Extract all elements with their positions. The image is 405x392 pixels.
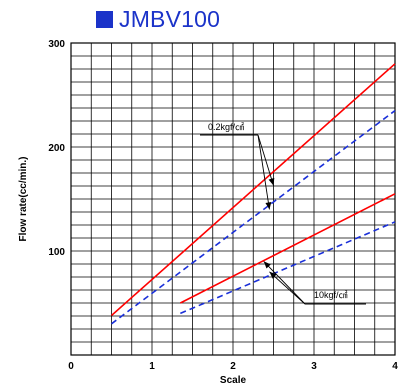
tick-labels: 0 1 2 3 4 100 200 300	[48, 39, 398, 372]
x-tick-label: 1	[149, 361, 155, 372]
plot-frame	[70, 42, 396, 356]
y-axis-label: Flow rate(cc/min.)	[18, 156, 29, 241]
annotation-leader-lower-1	[263, 261, 306, 305]
x-tick-label: 0	[68, 361, 74, 372]
y-tick-label: 100	[48, 247, 65, 258]
x-tick-label: 4	[392, 361, 398, 372]
y-tick-label: 200	[48, 143, 65, 154]
annotation-arrow-upper-1	[268, 177, 275, 186]
annotation-leader-lower-2	[269, 271, 306, 305]
chart-title: JMBV100	[119, 5, 221, 32]
series-line-2	[111, 109, 396, 325]
annotations: 0.2kgf/㎠ 10kgf/㎠	[200, 122, 366, 305]
x-tick-label: 2	[230, 361, 236, 372]
annotation-leader-upper-1	[257, 134, 274, 186]
annotation-arrow-lower-1	[263, 261, 271, 269]
y-tick-label: 300	[48, 39, 65, 50]
series-group	[110, 63, 396, 325]
series-line-4	[180, 221, 396, 315]
annotation-label-upper: 0.2kgf/㎠	[208, 122, 244, 132]
chart-header: JMBV100	[96, 6, 220, 32]
series-line-3	[179, 193, 396, 304]
annotation-arrow-upper-2	[265, 202, 272, 210]
annotation-leader-upper-2	[257, 134, 270, 210]
title-marker-icon	[96, 10, 113, 28]
series-line-1	[110, 63, 396, 317]
x-axis-label: Scale	[220, 375, 247, 386]
annotation-arrow-lower-2	[269, 271, 277, 279]
x-tick-label: 3	[311, 361, 317, 372]
annotation-label-lower: 10kgf/㎠	[314, 290, 348, 300]
